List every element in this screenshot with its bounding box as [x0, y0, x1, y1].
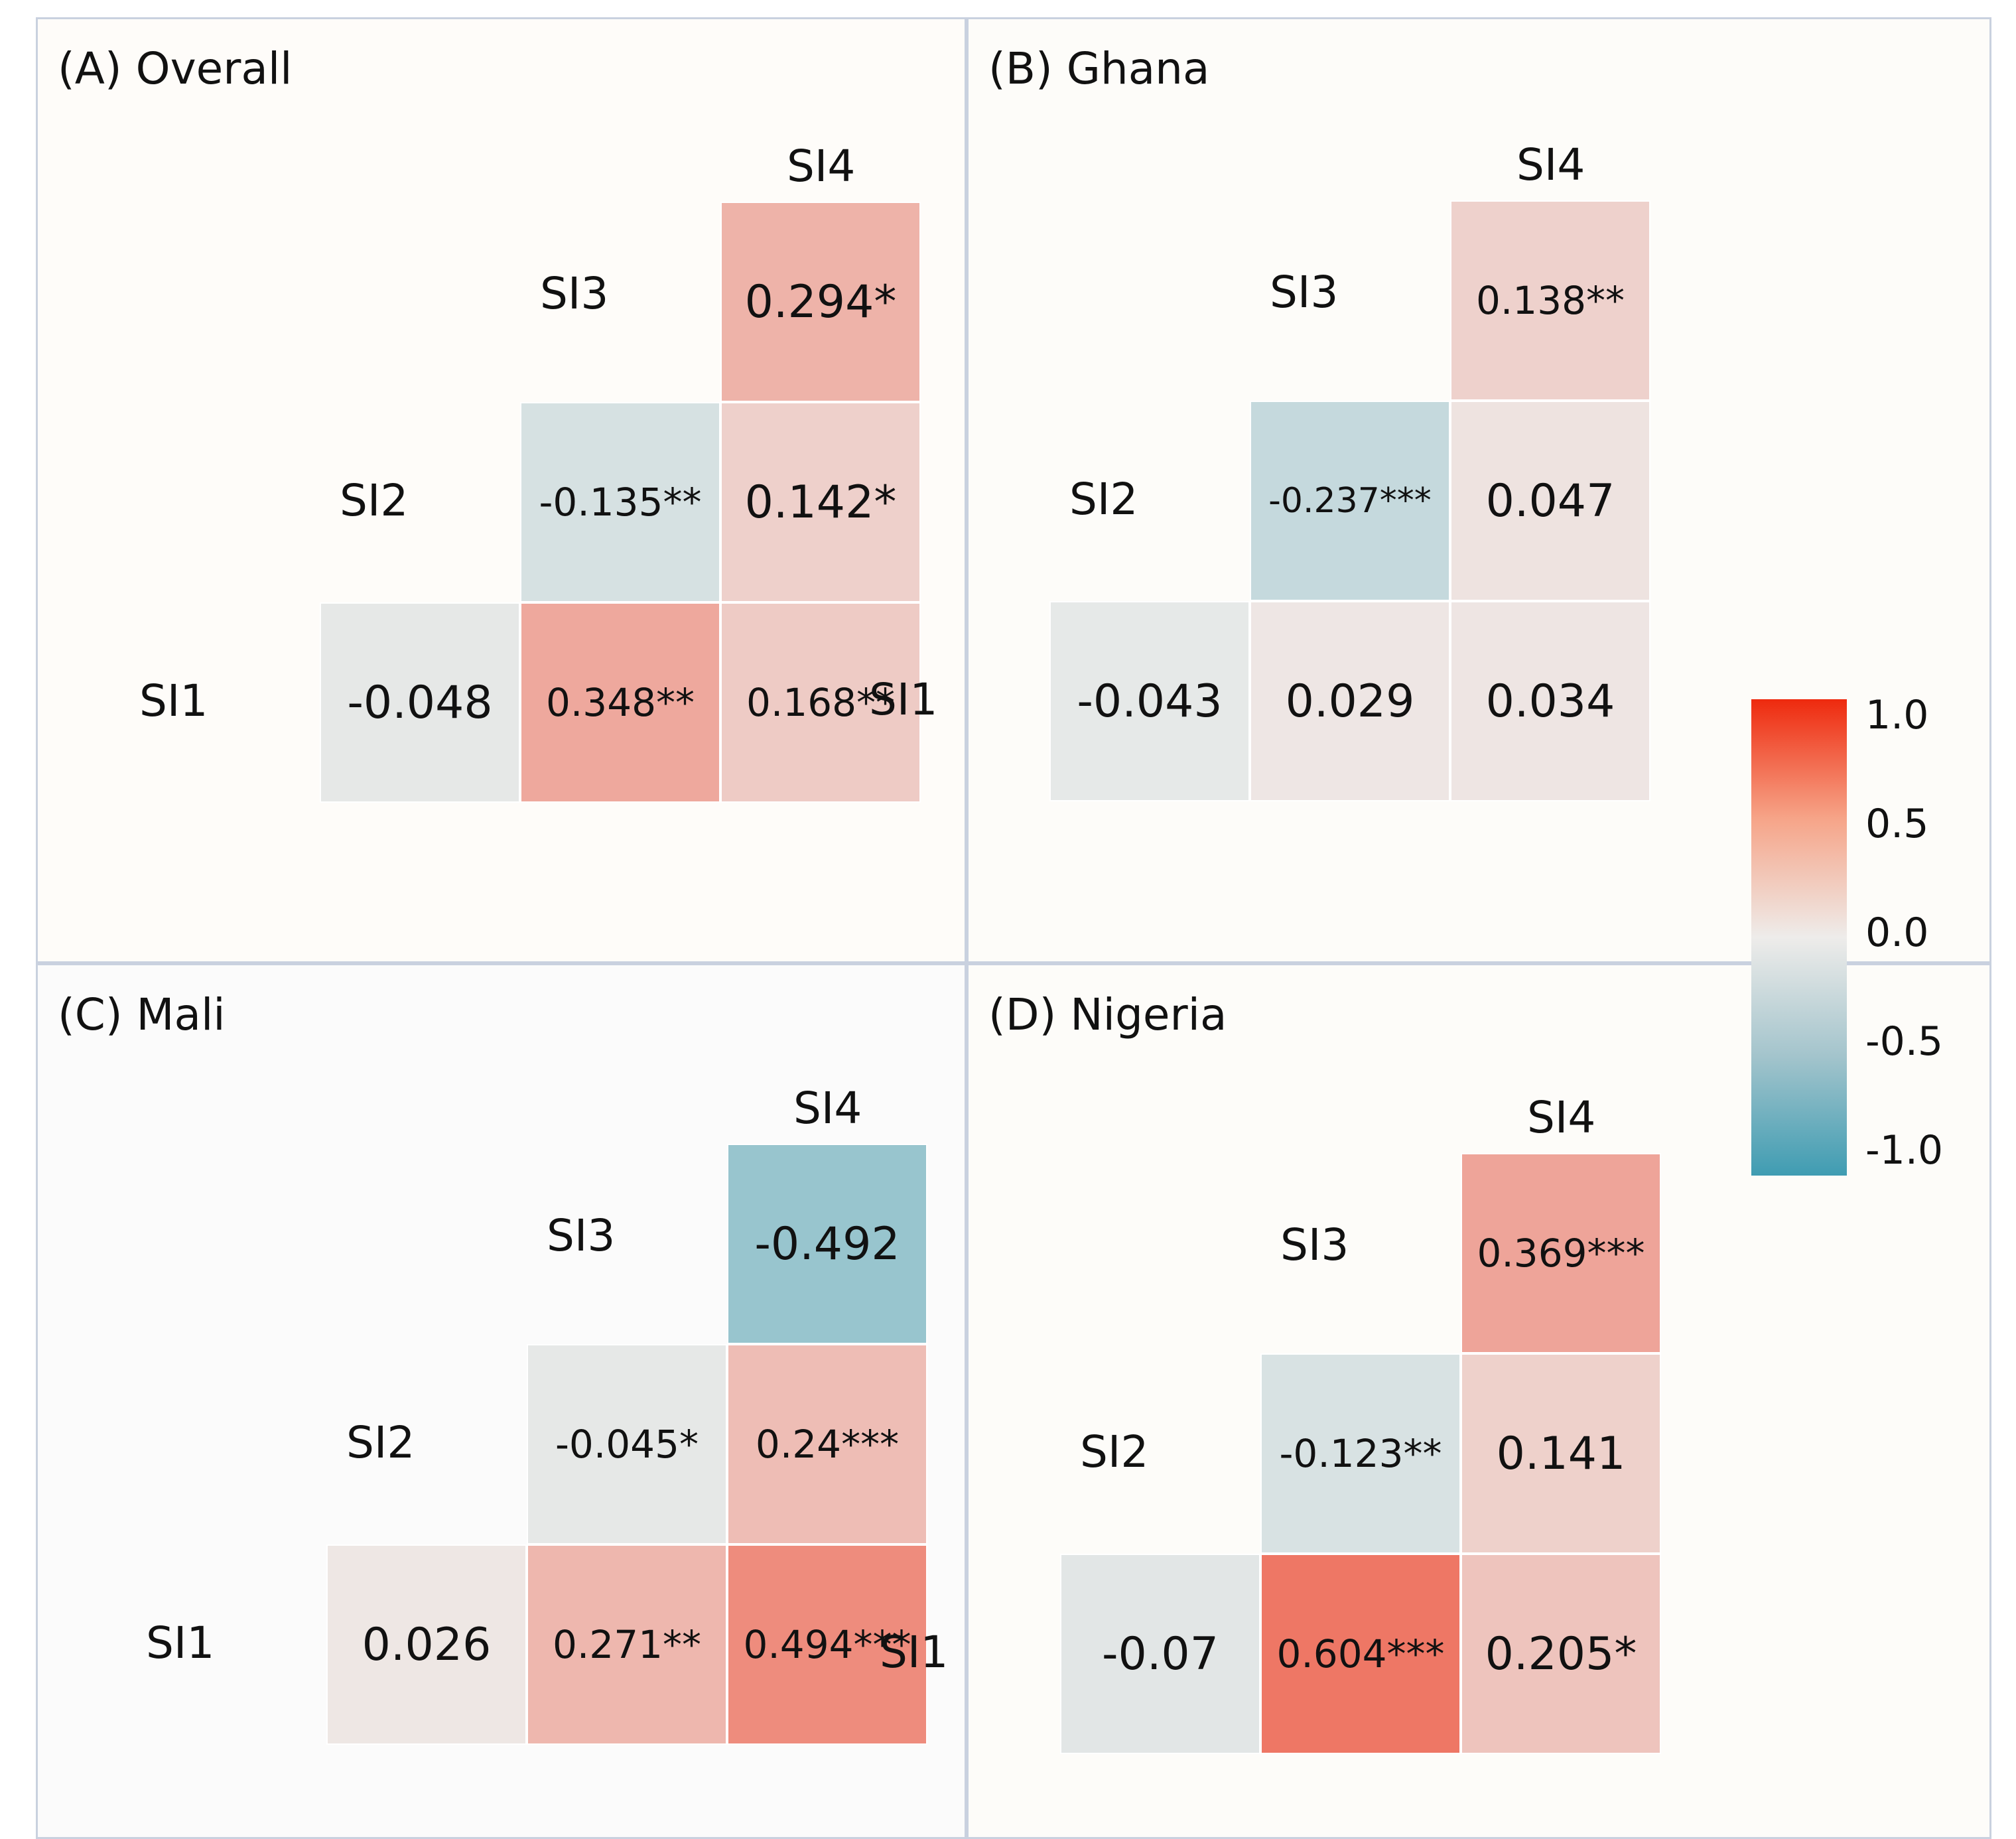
panel-title: (D) Nigeria	[988, 989, 1227, 1040]
heatmap-cell: 0.142*	[720, 402, 921, 602]
row-label: SI3	[1280, 1219, 1349, 1270]
heatmap-cell: 0.348**	[520, 602, 720, 803]
heatmap-cell: 0.369***	[1461, 1153, 1661, 1353]
row-label: SI1	[146, 1617, 215, 1669]
heatmap-cell: -0.123**	[1260, 1353, 1461, 1554]
heatmap-cell: 0.604***	[1260, 1554, 1461, 1754]
colorbar-tick: -1.0	[1865, 1127, 1944, 1174]
heatmap-cell: -0.045*	[527, 1344, 727, 1544]
panel-title: (B) Ghana	[988, 43, 1210, 94]
panel-title: (A) Overall	[58, 43, 293, 94]
colorbar	[1751, 699, 1847, 1176]
heatmap-cell: 0.026	[326, 1544, 527, 1745]
colorbar-tick: 0.0	[1865, 910, 1929, 956]
heatmap-cell: 0.168**	[720, 602, 921, 803]
colorbar-tick: -0.5	[1865, 1018, 1944, 1065]
heatmap-cell: 0.141	[1461, 1353, 1661, 1554]
heatmap-cell: 0.271**	[527, 1544, 727, 1745]
heatmap-cell: 0.034	[1450, 601, 1650, 801]
row-label: SI3	[1270, 267, 1339, 318]
row-label: SI1	[880, 1627, 949, 1678]
heatmap-cell: 0.24***	[727, 1344, 927, 1544]
column-label: SI4	[787, 141, 856, 192]
row-label: SI3	[540, 268, 609, 319]
heatmap-cell: 0.494***	[727, 1544, 927, 1745]
panel-title: (C) Mali	[58, 989, 226, 1040]
heatmap-cell: -0.135**	[520, 402, 720, 602]
colorbar-tick: 0.5	[1865, 801, 1929, 847]
heatmap-cell: 0.205*	[1461, 1554, 1661, 1754]
colorbar-tick: 1.0	[1865, 692, 1929, 738]
row-label: SI1	[869, 674, 938, 725]
row-label: SI2	[1080, 1426, 1149, 1477]
column-label: SI4	[793, 1083, 862, 1134]
row-label: SI2	[1069, 474, 1138, 525]
heatmap-cell: -0.048	[320, 602, 520, 803]
heatmap-cell: -0.07	[1060, 1554, 1260, 1754]
heatmap-cell: 0.029	[1250, 601, 1450, 801]
heatmap-cell: 0.138**	[1450, 200, 1650, 401]
row-label: SI2	[346, 1417, 415, 1468]
row-label: SI3	[547, 1210, 616, 1261]
row-label: SI1	[139, 675, 208, 726]
heatmap-cell: 0.294*	[720, 202, 921, 402]
row-label: SI2	[340, 475, 409, 526]
heatmap-cell: 0.047	[1450, 401, 1650, 601]
column-label: SI4	[1516, 139, 1585, 190]
heatmap-cell: -0.043	[1049, 601, 1250, 801]
heatmap-cell: -0.492	[727, 1144, 927, 1344]
column-label: SI4	[1527, 1092, 1596, 1143]
heatmap-cell: -0.237***	[1250, 401, 1450, 601]
